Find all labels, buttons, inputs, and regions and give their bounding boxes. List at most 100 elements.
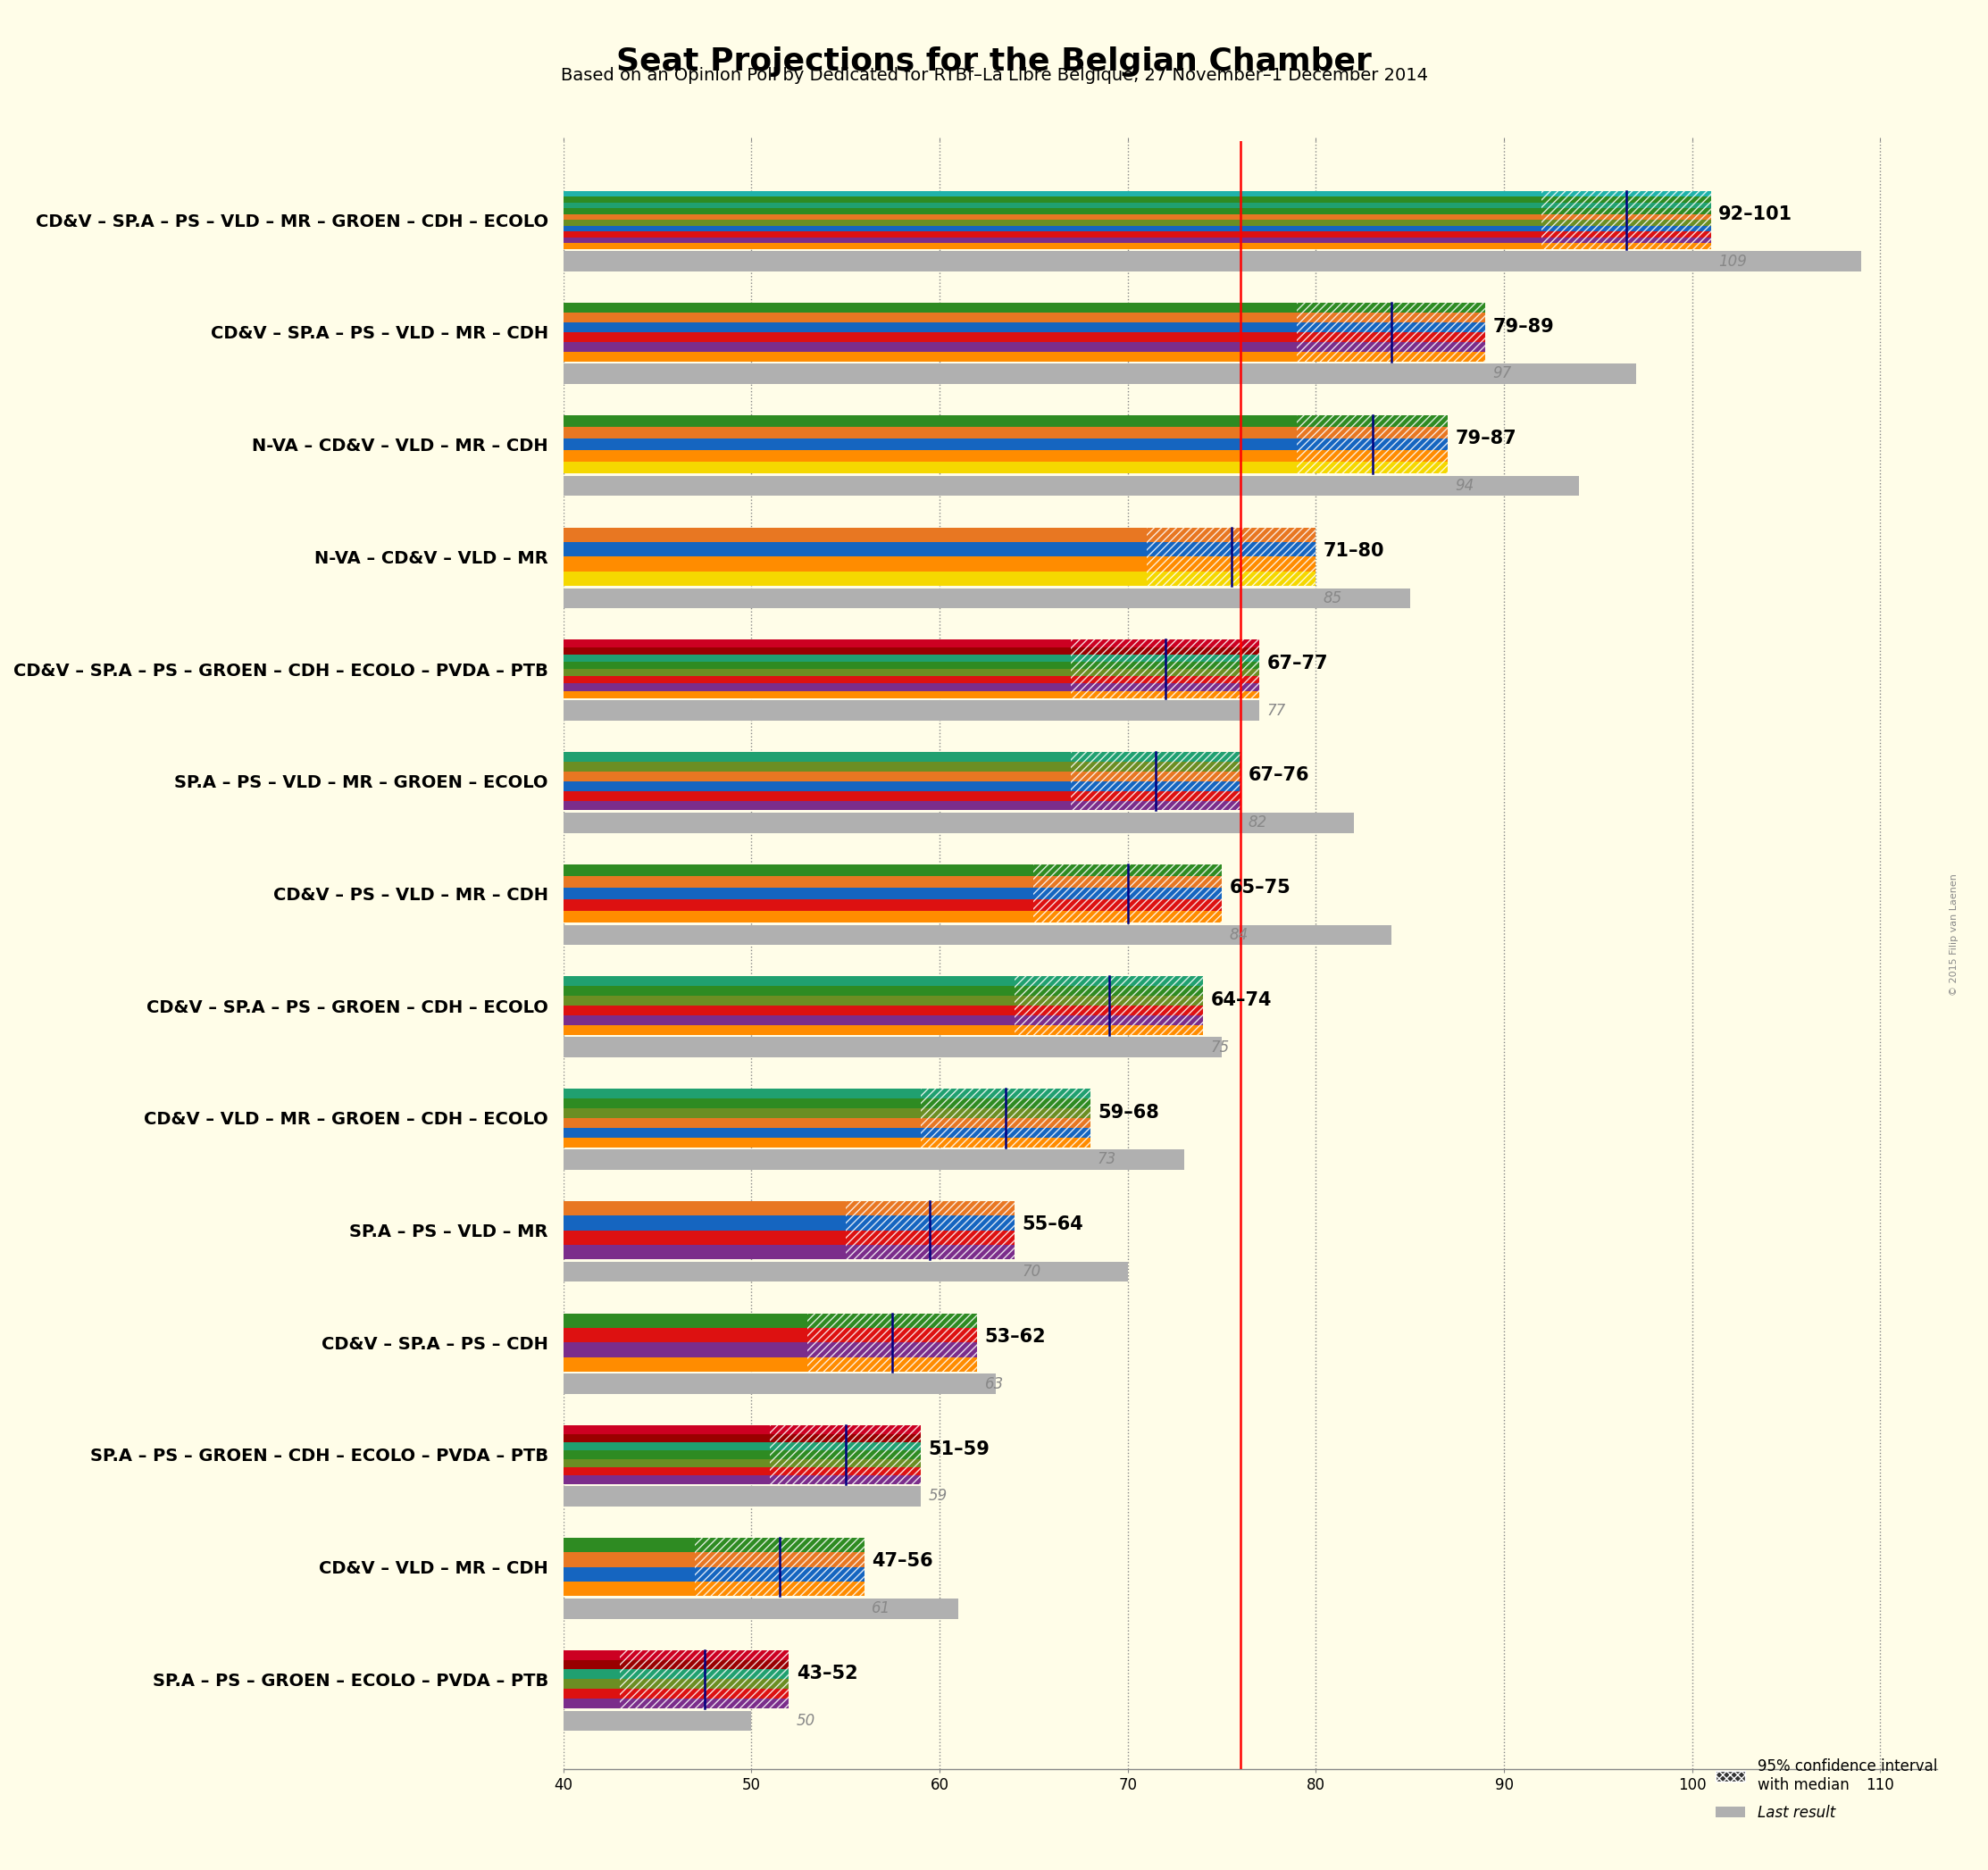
Bar xyxy=(563,1649,789,1661)
Bar xyxy=(563,888,1223,899)
Bar xyxy=(563,312,1485,322)
Bar xyxy=(1147,570,1316,585)
Bar xyxy=(1072,647,1258,654)
Bar xyxy=(563,1343,978,1358)
Bar xyxy=(563,752,1241,761)
Bar xyxy=(563,542,1316,557)
Bar xyxy=(563,1358,978,1373)
Bar xyxy=(920,1098,1089,1109)
Bar xyxy=(769,1475,920,1485)
Bar xyxy=(769,1442,920,1451)
Bar xyxy=(563,527,1316,542)
Bar xyxy=(563,911,1223,922)
Text: Seat Projections for the Belgian Chamber: Seat Projections for the Belgian Chamber xyxy=(616,47,1372,77)
Bar xyxy=(696,1567,865,1582)
Text: 79–87: 79–87 xyxy=(1455,430,1517,447)
Bar xyxy=(563,1698,789,1709)
Bar xyxy=(1296,312,1485,322)
Bar xyxy=(563,342,1485,352)
Bar xyxy=(563,1537,865,1552)
Bar xyxy=(563,1006,1203,1015)
Bar xyxy=(563,237,1712,243)
Text: 71–80: 71–80 xyxy=(1324,542,1384,559)
Bar xyxy=(620,1670,789,1679)
Bar xyxy=(1296,303,1485,312)
Bar xyxy=(563,570,1316,585)
Bar xyxy=(1072,772,1241,782)
Bar xyxy=(1296,426,1447,439)
Bar xyxy=(620,1698,789,1709)
Bar xyxy=(563,1015,1203,1025)
Text: 97: 97 xyxy=(1493,367,1511,381)
Bar xyxy=(563,191,1712,196)
Bar xyxy=(1147,542,1316,557)
Bar xyxy=(563,782,1241,791)
Bar xyxy=(563,791,1241,800)
Bar xyxy=(563,208,1712,213)
Bar xyxy=(1296,415,1447,426)
Bar xyxy=(920,1118,1089,1128)
Bar xyxy=(563,1025,1203,1034)
Bar xyxy=(620,1679,789,1689)
Bar xyxy=(563,352,1485,361)
Bar xyxy=(1541,237,1712,243)
Bar xyxy=(1541,221,1712,226)
Bar xyxy=(1072,677,1258,684)
Bar xyxy=(696,1582,865,1597)
Bar xyxy=(563,1582,865,1597)
Text: 61: 61 xyxy=(871,1601,891,1616)
Bar xyxy=(620,1689,789,1698)
Bar xyxy=(1072,690,1258,698)
Bar xyxy=(563,1088,1089,1098)
Bar xyxy=(563,1552,865,1567)
Bar xyxy=(769,1468,920,1475)
Bar xyxy=(563,1128,1089,1137)
Bar xyxy=(563,813,1354,832)
Bar xyxy=(563,761,1241,772)
Bar xyxy=(620,1649,789,1661)
Text: 65–75: 65–75 xyxy=(1229,879,1290,898)
Bar xyxy=(1296,352,1485,361)
Text: 85: 85 xyxy=(1324,591,1342,606)
Bar xyxy=(1072,640,1258,647)
Bar xyxy=(563,976,1203,985)
Bar xyxy=(1296,342,1485,352)
Bar xyxy=(563,303,1485,312)
Bar xyxy=(563,1245,1014,1259)
Bar xyxy=(1072,800,1241,810)
Bar xyxy=(1296,439,1447,451)
Bar xyxy=(1034,864,1223,875)
Bar xyxy=(563,1434,920,1442)
Bar xyxy=(1014,976,1203,985)
Bar xyxy=(563,1442,920,1451)
Bar xyxy=(1296,462,1447,473)
Bar xyxy=(563,1150,1185,1169)
Bar xyxy=(769,1425,920,1434)
Bar xyxy=(563,1262,1127,1281)
Bar xyxy=(563,557,1316,570)
Bar xyxy=(920,1137,1089,1146)
Bar xyxy=(563,864,1223,875)
Bar xyxy=(563,1475,920,1485)
Bar xyxy=(1541,243,1712,249)
Bar xyxy=(563,462,1447,473)
Text: 59–68: 59–68 xyxy=(1097,1103,1159,1122)
Bar xyxy=(1541,232,1712,237)
Text: 75: 75 xyxy=(1211,1040,1229,1055)
Bar xyxy=(696,1552,865,1567)
Bar xyxy=(1072,782,1241,791)
Bar xyxy=(563,1313,978,1328)
Bar xyxy=(563,587,1409,608)
Bar xyxy=(920,1109,1089,1118)
Bar xyxy=(563,213,1712,221)
Bar xyxy=(1147,527,1316,542)
Bar xyxy=(1541,213,1712,221)
Bar xyxy=(563,363,1636,383)
Text: 94: 94 xyxy=(1455,479,1473,494)
Bar xyxy=(563,1459,920,1468)
Text: 64–74: 64–74 xyxy=(1211,991,1272,1010)
Bar xyxy=(563,701,1258,720)
Bar xyxy=(563,684,1258,690)
Bar xyxy=(563,899,1223,911)
Text: 79–89: 79–89 xyxy=(1493,318,1555,335)
